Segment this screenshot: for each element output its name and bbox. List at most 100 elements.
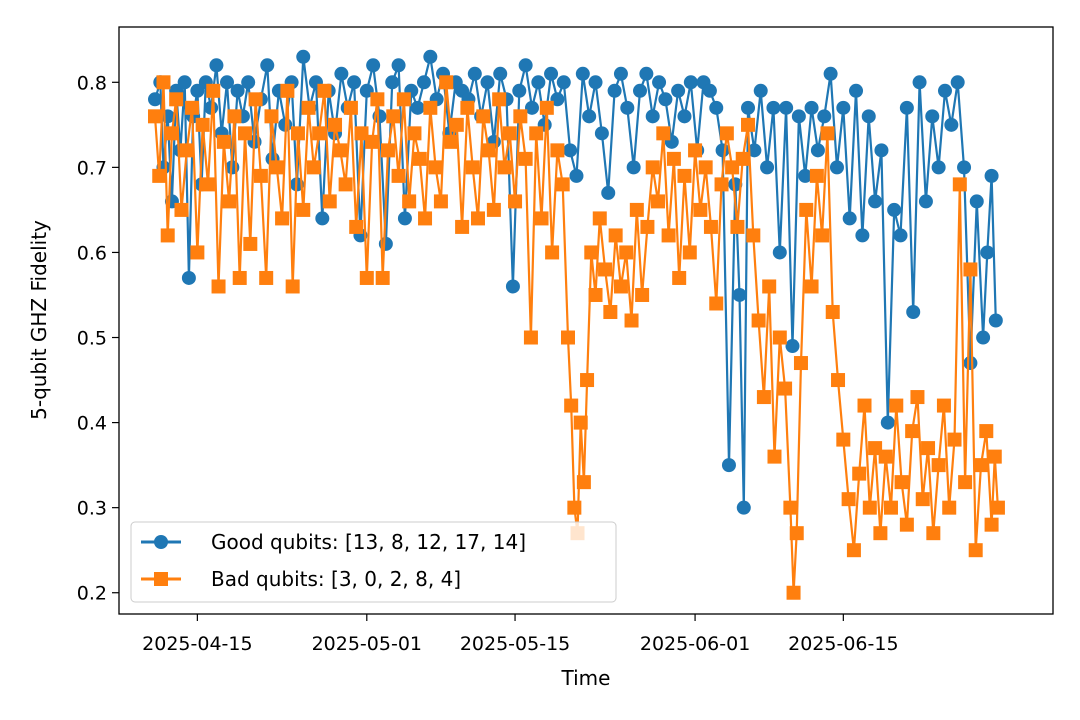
data-point [486,202,501,217]
data-point [412,151,427,166]
data-point [460,100,475,115]
data-point [467,66,482,81]
data-point [931,160,946,175]
data-point [861,109,876,124]
data-point [423,49,438,64]
data-point [746,228,761,243]
legend-good-label: Good qubits: [13, 8, 12, 17, 14] [211,530,526,554]
data-point [248,92,263,107]
data-point [905,424,920,439]
data-point [677,109,692,124]
data-point [439,75,454,90]
data-point [264,109,279,124]
data-point [963,262,978,277]
data-point [296,202,311,217]
x-tick-label: 2025-06-15 [788,633,898,655]
data-point [645,109,660,124]
data-point [190,245,205,260]
data-point [370,92,385,107]
data-point [174,202,189,217]
data-point [359,270,374,285]
data-point [719,126,734,141]
data-point [671,83,686,98]
data-point [476,109,491,124]
data-point [449,117,464,132]
y-tick-label: 0.2 [77,583,107,605]
data-point [216,134,231,149]
data-point [952,177,967,192]
data-point [280,83,295,98]
data-point [874,143,889,158]
data-point [915,492,930,507]
legend-good-marker [154,535,168,549]
data-point [333,143,348,158]
data-point [317,83,332,98]
data-point [894,475,909,490]
data-point [592,211,607,226]
data-point [925,109,940,124]
data-point [899,100,914,115]
data-point [880,415,895,430]
data-point [513,109,528,124]
data-point [598,262,613,277]
data-point [164,126,179,141]
data-point [988,313,1003,328]
data-point [259,270,274,285]
data-point [607,83,622,98]
data-point [211,279,226,294]
data-point [779,100,794,115]
data-point [601,185,616,200]
data-point [480,75,495,90]
legend-box [130,521,617,603]
data-point [539,100,554,115]
y-tick-label: 0.4 [77,413,107,435]
data-point [751,313,766,328]
data-point [290,126,305,141]
data-point [772,330,787,345]
data-point [652,75,667,90]
data-point [253,168,268,183]
data-point [672,270,687,285]
data-point [301,100,316,115]
data-point [906,304,921,319]
data-point [926,526,941,541]
data-point [688,143,703,158]
legend-bad-label: Bad qubits: [3, 0, 2, 8, 4] [211,567,461,591]
data-point [227,109,242,124]
data-point [976,330,991,345]
data-point [232,270,247,285]
data-point [889,398,904,413]
data-point [677,168,692,183]
plot-frame [118,26,1054,615]
data-point [698,160,713,175]
data-point [200,177,215,192]
data-point [560,330,575,345]
data-point [407,126,422,141]
data-point [947,432,962,447]
data-point [921,441,936,456]
x-axis-ticks: 2025-04-15 2025-05-01 2025-05-15 2025-06-01… [142,614,899,655]
data-point [529,126,544,141]
data-point [973,458,988,473]
data-point [380,143,395,158]
data-point [980,245,995,260]
data-point [343,100,358,115]
data-point [492,92,507,107]
data-point [613,66,628,81]
data-point [306,160,321,175]
data-point [148,109,163,124]
data-point [524,100,539,115]
data-point [829,160,844,175]
data-point [338,177,353,192]
data-point [334,66,349,81]
legend: Good qubits: [13, 8, 12, 17, 14] Bad qub… [130,521,617,603]
data-point [836,100,851,115]
data-point [968,543,983,558]
data-point [365,134,380,149]
data-point [766,100,781,115]
data-point [855,228,870,243]
data-point [493,66,508,81]
data-point [831,373,846,388]
data-point [682,245,697,260]
